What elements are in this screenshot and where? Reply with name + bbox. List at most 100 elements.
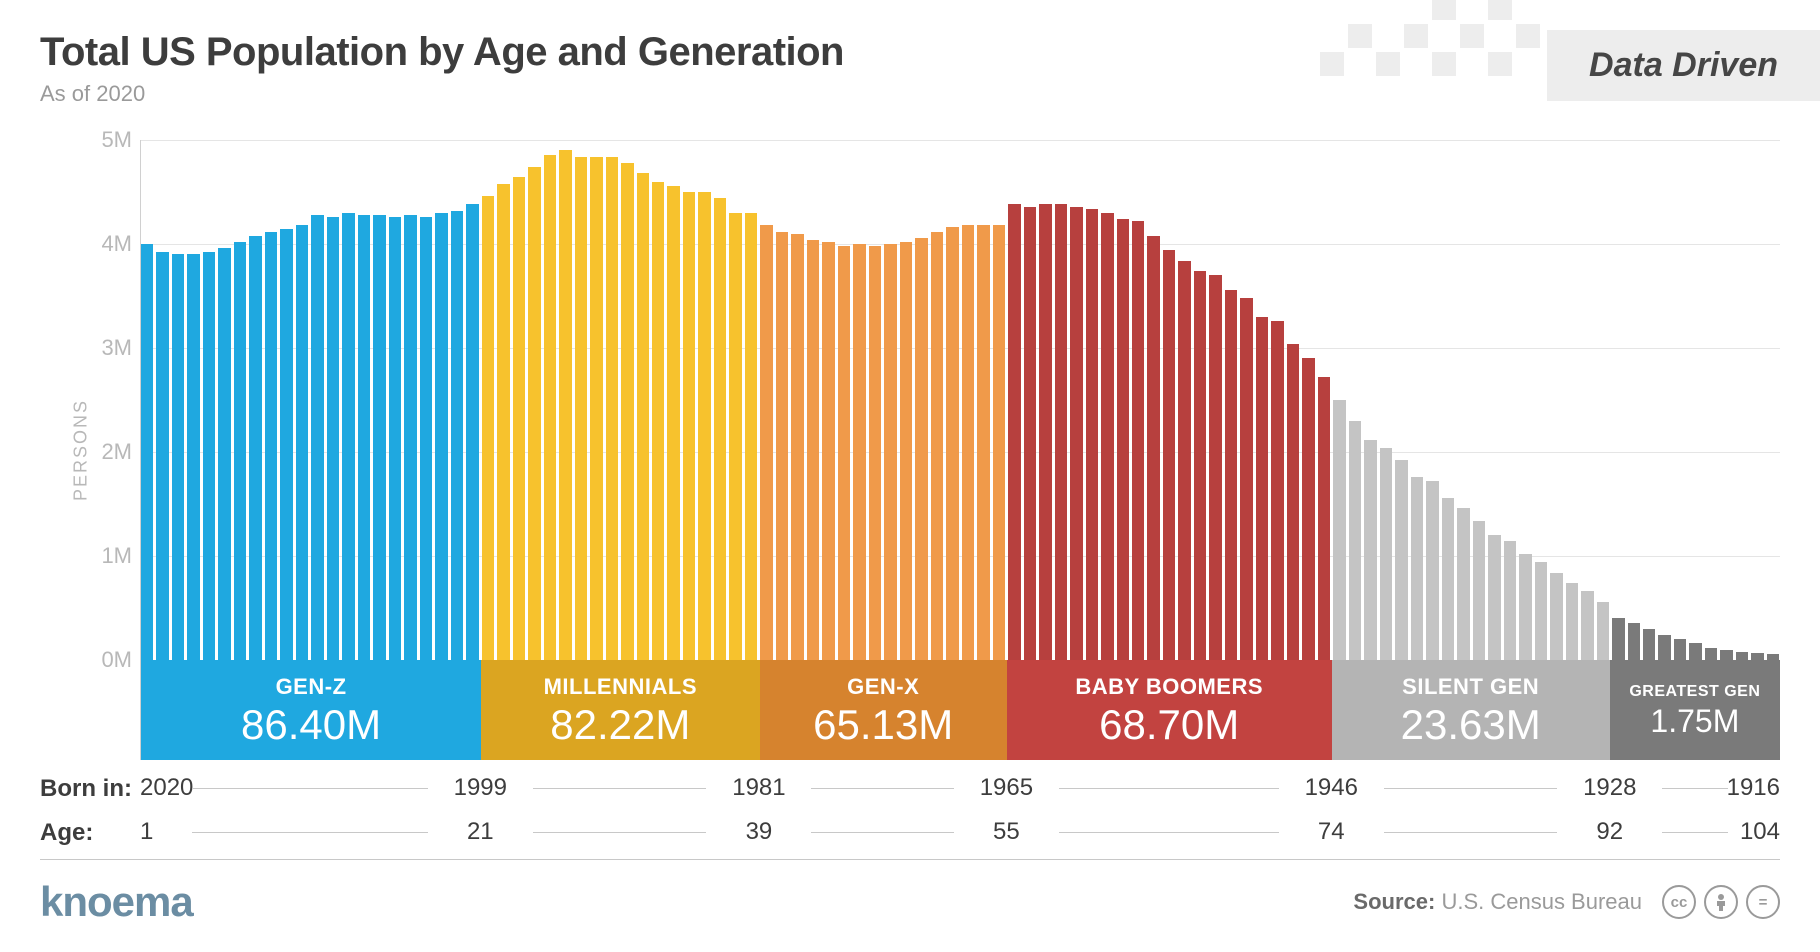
bar [1147, 236, 1159, 660]
y-tick: 2M [101, 439, 132, 465]
generation-box: BABY BOOMERS68.70M [1007, 660, 1332, 760]
generation-name: GREATEST GEN [1629, 683, 1760, 701]
bar [946, 227, 958, 660]
axis-tick: 1 [140, 818, 153, 846]
bar [714, 198, 726, 660]
bar [1519, 554, 1531, 660]
generation-box: SILENT GEN23.63M [1332, 660, 1610, 760]
bar [1643, 629, 1655, 660]
bar [435, 213, 447, 660]
bar [544, 155, 556, 660]
axis-tick: 2020 [140, 774, 193, 802]
bar [1705, 648, 1717, 660]
bar [590, 157, 602, 660]
bar [776, 232, 788, 660]
bar [141, 244, 153, 660]
bar [404, 215, 416, 660]
bars-container [141, 140, 1780, 660]
plot-area: GEN-Z86.40MMILLENNIALS82.22MGEN-X65.13MB… [140, 140, 1780, 760]
bar [172, 254, 184, 660]
bar [1209, 275, 1221, 660]
bar [1550, 573, 1562, 660]
bar [1039, 204, 1051, 660]
source-text: Source: U.S. Census Bureau [1353, 889, 1642, 915]
bar [1225, 290, 1237, 660]
bar [311, 215, 323, 660]
header: Total US Population by Age and Generatio… [40, 30, 1780, 120]
bar [1597, 602, 1609, 660]
bar [838, 246, 850, 660]
bar [1240, 298, 1252, 660]
generation-box: GREATEST GEN1.75M [1610, 660, 1780, 760]
bar [358, 215, 370, 660]
bar [1395, 460, 1407, 660]
bar [807, 240, 819, 660]
generation-total: 82.22M [550, 704, 690, 746]
bar [1349, 421, 1361, 660]
bar [234, 242, 246, 660]
axis-tick: 1965 [980, 774, 1033, 802]
y-axis: PERSONS 0M1M2M3M4M5M [40, 140, 140, 760]
data-driven-badge: Data Driven [1547, 30, 1820, 101]
knoema-logo: knoema [40, 878, 193, 926]
bar [482, 196, 494, 660]
axis-tick: 1916 [1727, 774, 1780, 802]
bar [869, 246, 881, 660]
bar [1488, 535, 1500, 660]
bar [1117, 219, 1129, 660]
bar [977, 225, 989, 660]
bar [451, 211, 463, 660]
generation-name: MILLENNIALS [544, 674, 697, 700]
bar [900, 242, 912, 660]
nd-icon: = [1746, 885, 1780, 919]
bar [698, 192, 710, 660]
bar [1535, 562, 1547, 660]
y-tick: 1M [101, 543, 132, 569]
bar [203, 252, 215, 660]
bar [1426, 481, 1438, 660]
bar [791, 234, 803, 660]
bar [822, 242, 834, 660]
y-tick: 4M [101, 231, 132, 257]
y-tick: 5M [101, 127, 132, 153]
bar [249, 236, 261, 660]
chart-subtitle: As of 2020 [40, 81, 1780, 107]
bar [1271, 321, 1283, 660]
bar [1287, 344, 1299, 660]
bar [1178, 261, 1190, 660]
bar [1442, 498, 1454, 660]
bar [683, 192, 695, 660]
bar [373, 215, 385, 660]
bar [1689, 643, 1701, 660]
generation-name: BABY BOOMERS [1075, 674, 1263, 700]
bar [931, 232, 943, 660]
y-tick: 3M [101, 335, 132, 361]
bar [1256, 317, 1268, 660]
generation-name: GEN-X [847, 674, 919, 700]
axis-tick: 74 [1318, 818, 1345, 846]
bar [915, 238, 927, 660]
generation-box: GEN-Z86.40M [141, 660, 481, 760]
bar [1364, 440, 1376, 660]
bar [1581, 591, 1593, 660]
born-in-axis: Born in: 2020199919811965194619281916 [40, 774, 1780, 804]
bar [327, 217, 339, 660]
bar [1008, 204, 1020, 660]
footer: knoema Source: U.S. Census Bureau cc = [40, 859, 1780, 926]
chart-area: PERSONS 0M1M2M3M4M5M GEN-Z86.40MMILLENNI… [40, 140, 1780, 760]
bar [1566, 583, 1578, 660]
born-in-label: Born in: [40, 775, 140, 803]
axis-tick: 1946 [1305, 774, 1358, 802]
generation-box: GEN-X65.13M [760, 660, 1007, 760]
bar [1101, 213, 1113, 660]
bar [1612, 618, 1624, 660]
bar [296, 225, 308, 660]
bar [993, 225, 1005, 660]
age-axis: Age: 12139557492104 [40, 818, 1780, 848]
bar [218, 248, 230, 660]
bar [1024, 207, 1036, 660]
bar [652, 182, 664, 660]
bar [389, 217, 401, 660]
bar [1473, 521, 1485, 660]
bar [559, 150, 571, 660]
